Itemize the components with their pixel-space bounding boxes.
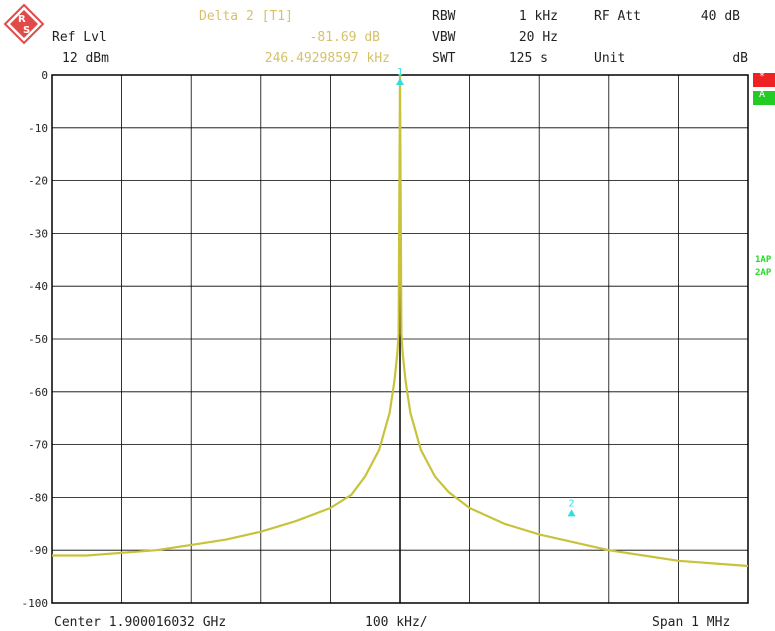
y-tick-label: -100 [22,597,49,610]
swt-label: SWT [432,51,456,66]
rf-att-value: 40 dB [700,9,740,24]
marker-title: Delta 2 [T1] [199,9,293,24]
marker-2-symbol [567,509,576,517]
trace-badge-green: A [753,89,775,105]
trace-group [52,73,749,568]
trace-tag-1: 1AP [755,255,772,265]
y-tick-label: -90 [28,544,48,557]
y-tick-label: -80 [28,491,48,504]
y-tick-labels: 0 -10 -20 -30 -40 -50 -60 -70 -80 -90 -100 [22,69,49,610]
svg-text:R: R [18,14,26,25]
y-tick-label: -70 [28,439,48,452]
marker-group: 12 [396,67,576,517]
trace-line [52,73,749,568]
vbw-label: VBW [432,30,456,45]
y-tick-label: -50 [28,333,48,346]
rohde-schwarz-logo: R S [3,3,45,45]
rf-att-label: RF Att [594,9,641,24]
ref-level-label: Ref Lvl [52,30,107,45]
marker-frequency: 246.49298597 kHz [264,51,390,66]
vbw-value: 20 Hz [518,30,558,45]
marker-level: -81.69 dB [309,30,380,45]
marker-1-symbol [396,78,404,85]
rbw-value: 1 kHz [518,9,558,24]
y-tick-label: -30 [28,227,48,240]
unit-label: Unit [594,51,626,66]
trace-badge-red: * [753,71,775,87]
per-division: 100 kHz/ [365,615,428,630]
y-tick-label: -10 [28,122,48,135]
y-tick-label: -40 [28,280,48,293]
y-tick-label: -60 [28,386,48,399]
swt-value: 125 s [508,51,548,66]
y-tick-label: 0 [41,69,48,82]
y-tick-label: -20 [28,175,48,188]
span: Span 1 MHz [652,615,731,630]
unit-value: dB [732,51,748,66]
trace-badge-red-text: * [759,71,766,82]
center-frequency: Center 1.900016032 GHz [54,615,227,630]
trace-badge-green-text: A [759,89,766,100]
trace-tag-2: 2AP [755,268,772,278]
marker-2-label: 2 [569,498,575,509]
svg-text:S: S [23,25,30,36]
rbw-label: RBW [432,9,456,24]
marker-1-label: 1 [397,67,403,78]
ref-level-value: 12 dBm [62,51,109,66]
